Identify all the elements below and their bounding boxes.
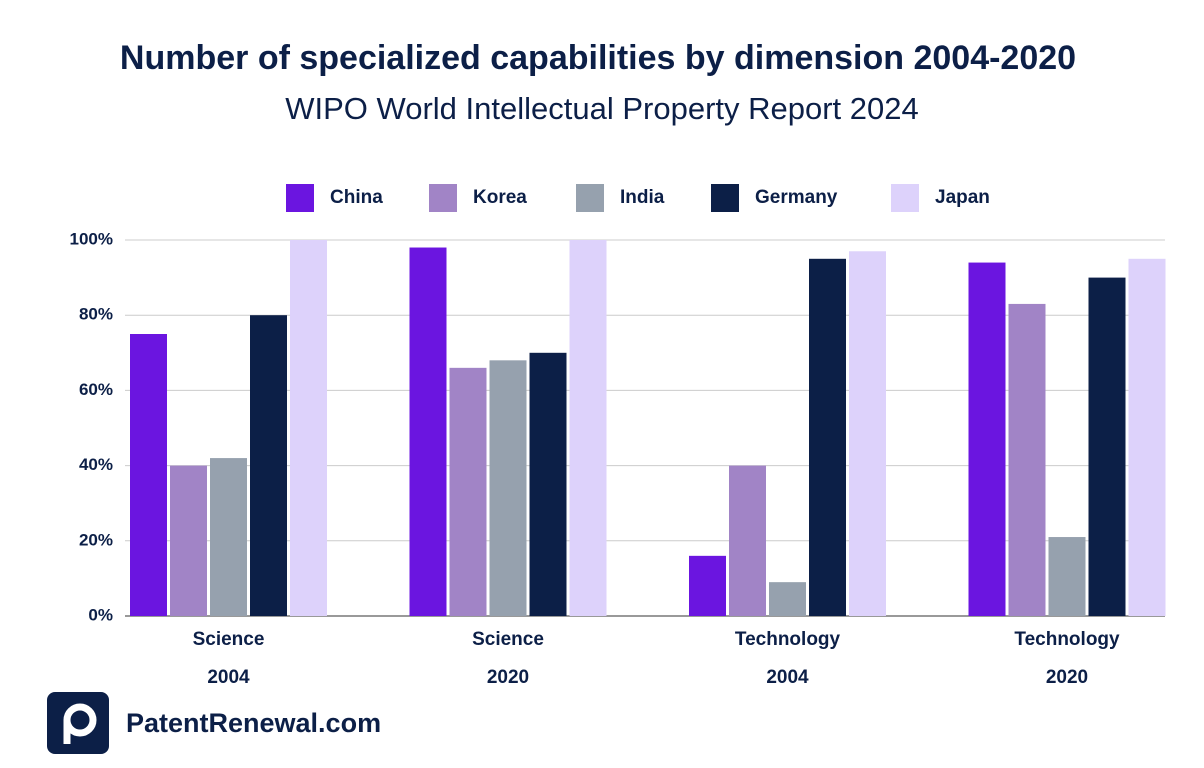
bar [130,334,167,616]
brand: PatentRenewal.com [126,708,381,738]
x-tick-label: Science [472,629,544,650]
bar [409,247,447,616]
chart-title: Number of specialized capabilities by di… [120,39,1076,77]
legend-label: India [620,187,665,208]
legend-label: Japan [935,187,990,208]
legend-label: Germany [755,187,838,208]
y-tick-label: 40% [79,455,113,474]
logo-icon [47,692,109,754]
chart-subtitle: WIPO World Intellectual Property Report … [285,91,919,126]
y-tick-label: 60% [79,380,113,399]
bar [1088,277,1126,616]
y-tick-label: 20% [79,530,113,549]
x-tick-label: 2020 [1046,667,1088,688]
bar [689,555,726,616]
bar [1048,537,1086,616]
bar [569,240,607,616]
bar [769,582,806,616]
x-tick-label: Technology [735,629,841,650]
bar [809,258,846,616]
bar [290,240,327,616]
legend-swatch [429,184,457,212]
legend-swatch [576,184,604,212]
x-tick-label: 2004 [766,667,809,688]
bar [1128,258,1166,616]
y-tick-label: 100% [70,229,113,248]
y-tick-label: 80% [79,305,113,324]
y-tick-label: 0% [88,605,113,624]
bar [170,465,207,616]
legend-swatch [891,184,919,212]
bar [529,352,567,616]
legend-label: Korea [473,187,527,208]
legend-swatch [711,184,739,212]
x-tick-label: Science [193,629,265,650]
x-tick-label: Technology [1014,629,1120,650]
bar [489,360,527,616]
bar [1008,303,1046,616]
x-tick-label: 2020 [487,667,529,688]
bar [250,315,287,616]
x-tick-label: 2004 [207,667,250,688]
bar [210,458,247,616]
legend-swatch [286,184,314,212]
bar [849,251,886,616]
bar [449,367,487,616]
bar [729,465,766,616]
legend-label: China [330,187,383,208]
bar [968,262,1006,616]
